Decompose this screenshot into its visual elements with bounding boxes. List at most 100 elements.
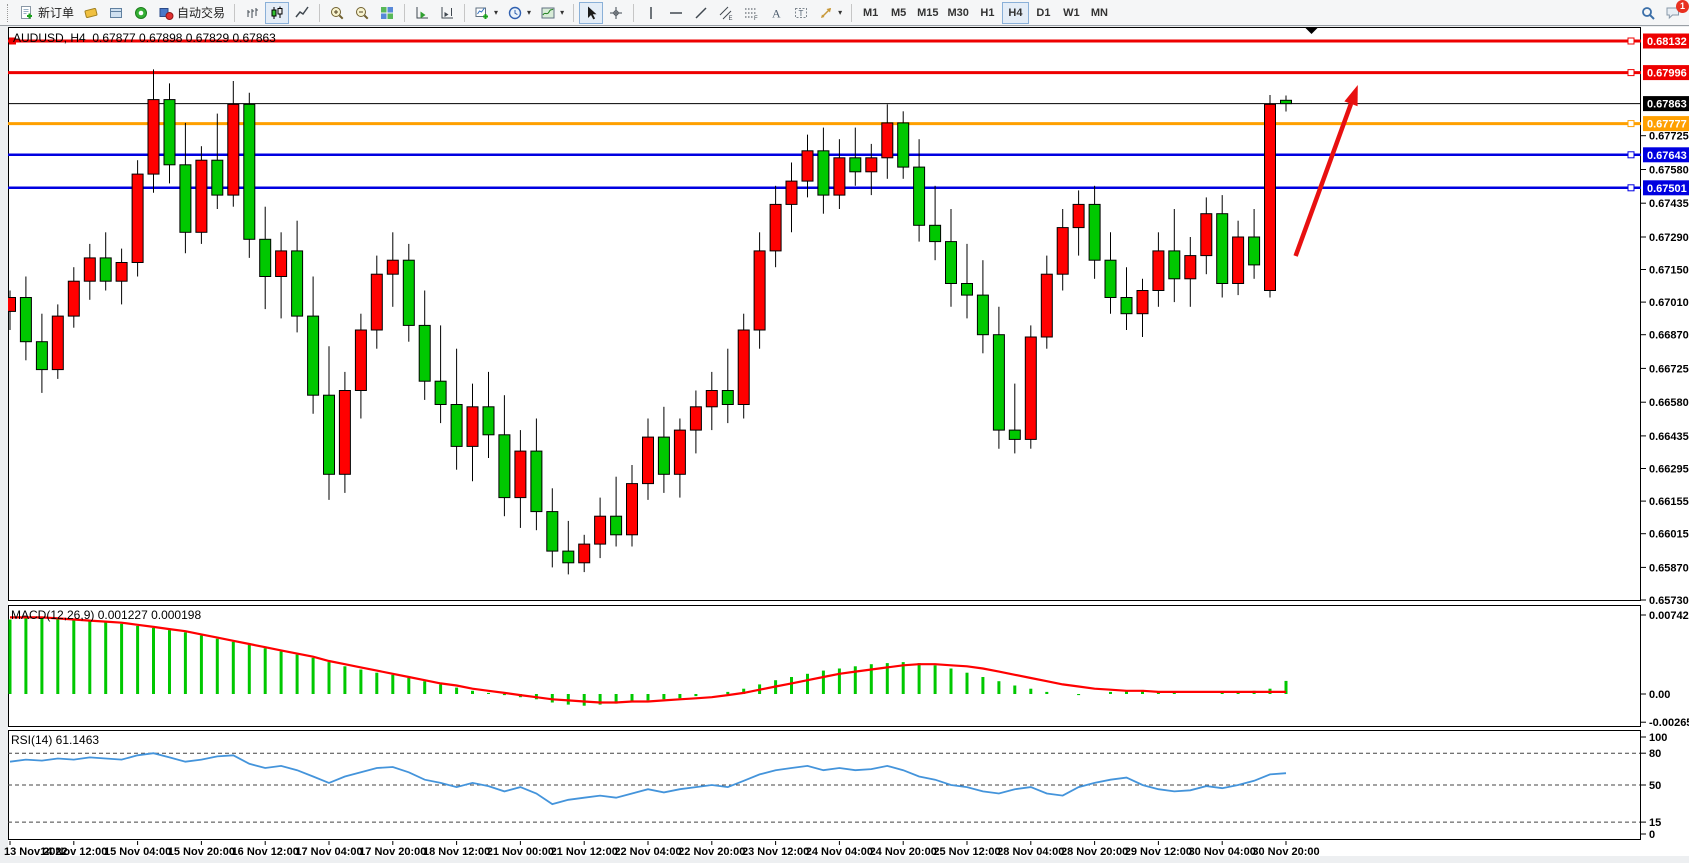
vline-icon (650, 6, 652, 19)
time-tick-label: 15 Nov 20:00 (168, 846, 235, 858)
zoom-in-icon (331, 6, 344, 19)
rsi-tick-label: 80 (1649, 748, 1661, 760)
notifications-button[interactable]: 1 (1661, 0, 1689, 24)
price-tick-label: 0.67725 (1649, 131, 1689, 143)
price-tick-label: 0.66295 (1649, 464, 1689, 476)
tile-windows-button[interactable] (375, 2, 399, 24)
navigator-button[interactable] (129, 2, 153, 24)
price-badge-label: 0.67643 (1647, 150, 1687, 162)
timeframe-m15-button[interactable]: M15 (917, 6, 939, 19)
search-button[interactable] (1636, 2, 1660, 24)
level-marker[interactable] (1627, 120, 1635, 128)
arrows-icon (821, 7, 832, 18)
toolbar-separator (851, 3, 853, 22)
price-tick-label: 0.66725 (1649, 363, 1689, 375)
text-label-button[interactable]: T (789, 2, 813, 24)
zoom-in-button[interactable] (325, 2, 349, 24)
svg-text:T: T (799, 9, 804, 18)
timeframe-m5-button[interactable]: M5 (890, 6, 907, 19)
text-button[interactable]: A (764, 2, 788, 24)
svg-text:E: E (729, 16, 733, 21)
price-badge (1643, 65, 1689, 81)
level-marker[interactable] (1627, 184, 1635, 192)
timeframe-d1-button[interactable]: D1 (1036, 6, 1051, 19)
price-tick-label: 0.67435 (1649, 198, 1689, 210)
zoom-out-button[interactable] (350, 2, 374, 24)
price-tick-label: 0.67150 (1649, 265, 1689, 277)
notification-badge: 1 (1676, 0, 1689, 13)
chart-shift-button[interactable] (435, 2, 459, 24)
horizontal-line-button[interactable] (664, 2, 688, 24)
rsi-tick-label: 50 (1649, 780, 1661, 792)
price-badge (1643, 96, 1689, 112)
time-tick-label: 18 Nov 12:00 (423, 846, 490, 858)
quotes-button[interactable] (79, 2, 103, 24)
chevron-down-icon: ▾ (560, 8, 565, 17)
new-chart-icon (475, 7, 489, 19)
macd-tick-label: 0.007422 (1649, 610, 1689, 622)
timeframe-h1-button[interactable]: H1 (980, 6, 995, 19)
chevron-down-icon: ▾ (838, 8, 843, 17)
time-tick-label: 28 Nov 20:00 (1061, 846, 1128, 858)
bar-chart-button[interactable] (240, 2, 264, 24)
timeframe-h4-button[interactable]: H4 (1001, 1, 1029, 24)
rsi-pane (8, 752, 1640, 823)
level-marker[interactable] (9, 37, 16, 45)
fibo-icon: F (745, 8, 758, 21)
line-chart-button[interactable] (290, 2, 314, 24)
timeframe-w1-button[interactable]: W1 (1063, 6, 1080, 19)
vertical-line-button[interactable] (639, 2, 663, 24)
arrows-button[interactable]: ▾ (814, 2, 846, 24)
template-icon (541, 7, 555, 18)
periods-button[interactable]: ▾ (503, 2, 535, 24)
price-tick-label: 0.67580 (1649, 165, 1689, 177)
time-tick-label: 21 Nov 00:00 (487, 846, 554, 858)
price-tick-label: 0.65870 (1649, 562, 1689, 574)
line-chart-icon (295, 6, 309, 17)
annotation-arrow-head[interactable] (1344, 85, 1358, 107)
chart-shift-marker[interactable] (1305, 28, 1318, 34)
auto-scroll-button[interactable] (410, 2, 434, 24)
timeframe-mn-button[interactable]: MN (1090, 6, 1108, 19)
price-axis[interactable]: 0.67725 0.67580 0.67435 0.67290 0.67150 0.670… (1641, 33, 1689, 608)
rsi-label: RSI(14) 61.1463 (11, 733, 100, 747)
equidistant-channel-button[interactable]: E (714, 2, 738, 24)
cursor-button[interactable] (579, 1, 604, 24)
rsi-tick-label: 100 (1649, 732, 1667, 744)
fibonacci-button[interactable]: F (739, 2, 763, 24)
level-marker[interactable] (1627, 69, 1635, 77)
cursor-icon (588, 6, 597, 19)
price-tick-label: 0.67010 (1649, 297, 1689, 309)
time-tick-label: 17 Nov 20:00 (359, 846, 426, 858)
new-chart-button[interactable]: ▾ (470, 2, 502, 24)
crosshair-button[interactable] (604, 2, 628, 24)
price-badge-label: 0.67501 (1647, 183, 1687, 195)
auto-trading-icon (159, 7, 174, 20)
toolbar-separator (464, 3, 466, 22)
time-tick-label: 24 Nov 20:00 (870, 846, 937, 858)
level-marker[interactable] (1627, 151, 1635, 159)
toolbar-separator (234, 3, 236, 22)
new-order-button[interactable]: 新订单 (15, 2, 78, 24)
timeframe-m1-button[interactable]: M1 (862, 6, 879, 19)
search-icon (1642, 6, 1655, 20)
annotation-arrow[interactable] (1293, 103, 1354, 257)
toolbar-grip (7, 3, 11, 22)
price-tick-label: 0.66870 (1649, 330, 1689, 342)
channel-icon: E (719, 6, 733, 21)
auto-trading-button[interactable]: 自动交易 (154, 2, 229, 24)
level-marker[interactable] (1627, 37, 1635, 45)
timeframe-m30-button[interactable]: M30 (947, 6, 969, 19)
templates-button[interactable]: ▾ (536, 2, 568, 24)
candle-chart-button[interactable] (265, 1, 290, 24)
trendline-button[interactable] (689, 2, 713, 24)
candle-chart-icon (271, 6, 283, 19)
time-tick-label: 14 Nov 12:00 (40, 846, 107, 858)
data-window-button[interactable] (104, 2, 128, 24)
price-badge (1643, 33, 1689, 49)
toolbar-separator (633, 3, 635, 22)
time-tick-label: 22 Nov 04:00 (614, 846, 681, 858)
price-badge-label: 0.67996 (1647, 68, 1687, 80)
